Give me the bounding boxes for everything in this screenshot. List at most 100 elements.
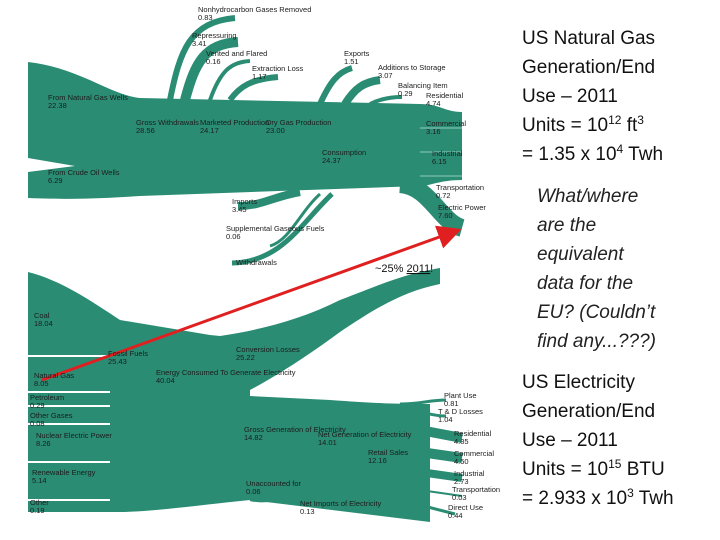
node-label: Transportation 0.03 (452, 485, 500, 502)
node-value: 24.37 (322, 156, 341, 165)
node-label: Industrial 2.73 (454, 469, 485, 486)
node-name: Transportation (436, 183, 484, 192)
node-name: Other (30, 498, 49, 507)
node-label: Commercial 4.50 (454, 449, 494, 466)
node-label: T & D Losses 1.04 (438, 407, 483, 424)
node-label: Consumption 24.37 (322, 148, 366, 165)
node-value: 0.81 (444, 399, 459, 408)
node-name: Gross Generation of Electricity (244, 425, 346, 434)
node-label: Supplemental Gaseous Fuels 0.06 (226, 224, 325, 241)
node-value: 0.83 (198, 13, 213, 22)
node-value: 25.22 (236, 353, 255, 362)
node-value: 24.17 (200, 126, 219, 135)
node-name: Nuclear Electric Power (36, 431, 112, 440)
node-value: 1.17 (252, 72, 267, 81)
gas-title: Generation/End (522, 57, 655, 78)
text: Twh (634, 488, 674, 509)
node-label: Dry Gas Production 23.00 (266, 118, 331, 135)
node-name: Vented and Flared (206, 49, 267, 58)
node-name: Renewable Energy (32, 468, 96, 477)
node-label: Additions to Storage 3.07 (378, 63, 446, 80)
node-label: Gross Withdrawals 28.56 (136, 118, 199, 135)
node-value: 0.08 (30, 419, 45, 428)
node-name: Nonhydrocarbon Gases Removed (198, 5, 311, 14)
node-name: Energy Consumed To Generate Electricity (156, 368, 296, 377)
node-value: 0.44 (448, 511, 463, 520)
node-label: Retail Sales 12.16 (368, 448, 408, 465)
node-value: 4.74 (426, 99, 441, 108)
question: are the (537, 215, 596, 236)
node-name: Industrial (454, 469, 485, 478)
node-value: 0.29 (398, 89, 413, 98)
node-name: Conversion Losses (236, 345, 300, 354)
node-label: Energy Consumed To Generate Electricity 4… (156, 368, 296, 385)
node-value: 4.85 (454, 437, 469, 446)
node-name: Consumption (322, 148, 366, 157)
node-value: 3.07 (378, 71, 393, 80)
node-value: 0.06 (246, 487, 261, 496)
node-value: 23.00 (266, 126, 285, 135)
node-name: Dry Gas Production (266, 118, 331, 127)
gas-flows (28, 15, 466, 266)
node-name: Imports (232, 197, 257, 206)
question: EU? (Couldn’t (537, 302, 656, 323)
node-label: Nonhydrocarbon Gases Removed 0.83 (198, 5, 311, 22)
annotation-suffix: ! (430, 263, 433, 275)
node-name: Fossil Fuels (108, 349, 148, 358)
node-name: Withdrawals (236, 258, 277, 267)
node-name: Retail Sales (368, 448, 408, 457)
node-name: Coal (34, 311, 50, 320)
node-value: 25.43 (108, 357, 127, 366)
node-label: Net Generation of Electricity 14.01 (318, 430, 412, 447)
gas-title: Use – 2011 (522, 86, 618, 107)
node-label: Exports 1.51 (344, 49, 370, 66)
node-value: 8.05 (34, 379, 49, 388)
node-value: 6.29 (48, 176, 63, 185)
node-label: Natural Gas 8.05 (34, 371, 74, 388)
node-value: 0.06 (226, 232, 241, 241)
node-name: Transportation (452, 485, 500, 494)
node-value: 2.73 (454, 477, 469, 486)
annotation: ~25% 2011! (375, 263, 433, 275)
node-name: Plant Use (444, 391, 477, 400)
node-value: 18.04 (34, 319, 53, 328)
node-value: 7.60 (438, 211, 453, 220)
node-value: 0.19 (30, 506, 45, 515)
node-value: 1.51 (344, 57, 359, 66)
gas-title: US Natural Gas (522, 28, 655, 49)
node-name: Residential (454, 429, 491, 438)
node-value: 14.82 (244, 433, 263, 442)
gas-units: Units = 1012 ft3 (522, 113, 644, 136)
sup: 4 (617, 142, 624, 156)
node-name: Industrial (432, 149, 463, 158)
annotation-prefix: ~25% (375, 263, 407, 275)
question: data for the (537, 273, 633, 294)
node-label: Electric Power 7.60 (438, 203, 486, 220)
annotation-year: 2011 (407, 263, 431, 275)
elec-title: Use – 2011 (522, 430, 618, 451)
node-name: Supplemental Gaseous Fuels (226, 224, 325, 233)
node-labels: Nonhydrocarbon Gases Removed 0.83 Repressu… (30, 5, 500, 520)
node-name: Petroleum (30, 393, 64, 402)
sup: 12 (608, 113, 622, 127)
node-label: Imports 3.45 (232, 197, 257, 214)
electricity-flows (28, 268, 463, 522)
node-name: Direct Use (448, 503, 483, 512)
text: ft (621, 115, 638, 136)
node-name: Balancing Item (398, 81, 448, 90)
side-text: US Natural Gas Generation/End Use – 2011… (522, 28, 674, 509)
node-name: Commercial (454, 449, 494, 458)
node-name: Additions to Storage (378, 63, 446, 72)
node-name: Other Gases (30, 411, 73, 420)
node-label: Renewable Energy 5.14 (32, 468, 96, 485)
node-label: Net Imports of Electricity 0.13 (300, 499, 382, 516)
node-label: Plant Use 0.81 (444, 391, 477, 408)
node-name: Residential (426, 91, 463, 100)
node-value: 5.14 (32, 476, 47, 485)
node-value: 0.03 (452, 493, 467, 502)
node-label: Extraction Loss 1.17 (252, 64, 304, 81)
node-value: 6.15 (432, 157, 447, 166)
node-name: Gross Withdrawals (136, 118, 199, 127)
node-label: Other 0.19 (30, 498, 49, 515)
